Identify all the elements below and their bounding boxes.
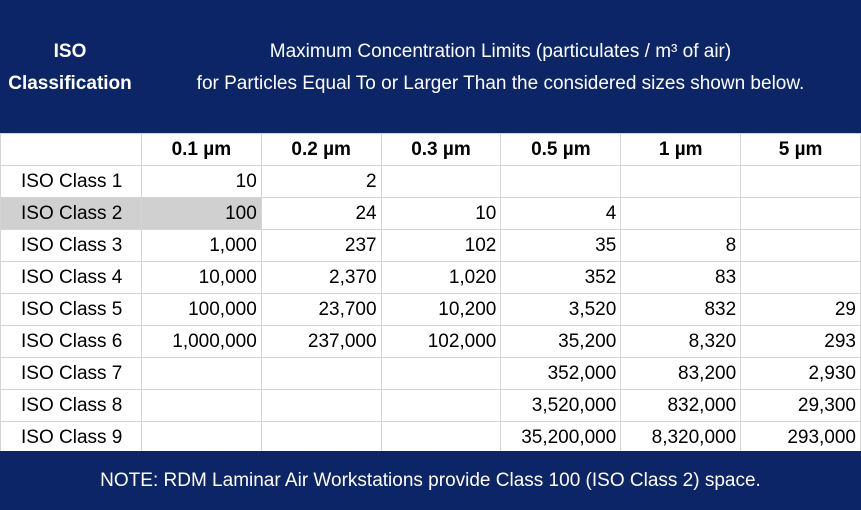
table-cell: 8 <box>620 229 742 262</box>
class-name-cell: ISO Class 8 <box>0 389 142 422</box>
table-row: ISO Class 6 1,000,000 237,000 102,000 35… <box>0 325 861 358</box>
table-cell: 23,700 <box>260 293 382 326</box>
table-cell <box>140 421 262 454</box>
class-name-cell: ISO Class 3 <box>0 229 142 262</box>
table-cell: 8,320 <box>620 325 742 358</box>
column-header: 0.3 µm <box>380 133 502 166</box>
table-cell: 10,200 <box>380 293 502 326</box>
table-cell: 35,200 <box>500 325 622 358</box>
class-name-cell: ISO Class 4 <box>0 261 142 294</box>
table-cell <box>740 165 861 198</box>
concentration-limits-heading: Maximum Concentration Limits (particulat… <box>140 36 861 100</box>
table-row: ISO Class 3 1,000 237 102 35 8 <box>0 229 861 262</box>
table-cell: 29 <box>740 293 861 326</box>
table-cell: 1,000 <box>140 229 262 262</box>
table-cell: 237 <box>260 229 382 262</box>
column-header-row: 0.1 µm 0.2 µm 0.3 µm 0.5 µm 1 µm 5 µm <box>0 133 861 166</box>
column-header: 5 µm <box>740 133 861 166</box>
table-cell: 102,000 <box>380 325 502 358</box>
table-cell: 2,370 <box>260 261 382 294</box>
table-cell: 24 <box>260 197 382 230</box>
table-cell <box>260 357 382 390</box>
table-row: ISO Class 9 35,200,000 8,320,000 293,000 <box>0 421 861 454</box>
column-header: 1 µm <box>620 133 742 166</box>
table-cell: 237,000 <box>260 325 382 358</box>
class-name-cell: ISO Class 7 <box>0 357 142 390</box>
table-cell: 35 <box>500 229 622 262</box>
class-name-cell: ISO Class 1 <box>0 165 142 198</box>
table-cell <box>740 229 861 262</box>
table-cell <box>380 389 502 422</box>
table-cell: 83 <box>620 261 742 294</box>
table-cell <box>620 165 742 198</box>
table-row: ISO Class 4 10,000 2,370 1,020 352 83 <box>0 261 861 294</box>
table-cell: 3,520 <box>500 293 622 326</box>
class-name-cell: ISO Class 9 <box>0 421 142 454</box>
table-row: ISO Class 8 3,520,000 832,000 29,300 <box>0 389 861 422</box>
table-cell: 8,320,000 <box>620 421 742 454</box>
table-cell: 293 <box>740 325 861 358</box>
table-cell <box>260 389 382 422</box>
iso-classification-table: 0.1 µm 0.2 µm 0.3 µm 0.5 µm 1 µm 5 µm IS… <box>0 133 861 454</box>
table-cell: 832,000 <box>620 389 742 422</box>
table-cell <box>140 389 262 422</box>
table-cell: 10,000 <box>140 261 262 294</box>
iso-heading-line2: Classification <box>8 73 132 94</box>
table-cell <box>380 421 502 454</box>
iso-classification-heading: ISO Classification <box>0 36 140 100</box>
table-cell: 4 <box>500 197 622 230</box>
class-name-cell: ISO Class 2 <box>0 197 142 230</box>
table-cell: 1,020 <box>380 261 502 294</box>
table-cell: 29,300 <box>740 389 861 422</box>
column-header: 0.2 µm <box>260 133 382 166</box>
column-header <box>0 133 142 166</box>
title-line1: Maximum Concentration Limits (particulat… <box>269 41 732 62</box>
table-cell <box>260 421 382 454</box>
footer-note-banner: NOTE: RDM Laminar Air Workstations provi… <box>0 451 861 510</box>
table-row: ISO Class 5 100,000 23,700 10,200 3,520 … <box>0 293 861 326</box>
table-cell <box>740 197 861 230</box>
table-row: ISO Class 1 10 2 <box>0 165 861 198</box>
table-cell: 832 <box>620 293 742 326</box>
table-cell: 100,000 <box>140 293 262 326</box>
table-header-banner: ISO Classification Maximum Concentration… <box>0 0 861 133</box>
table-row: ISO Class 7 352,000 83,200 2,930 <box>0 357 861 390</box>
title-line2: for Particles Equal To or Larger Than th… <box>196 73 805 94</box>
table-cell: 293,000 <box>740 421 861 454</box>
table-cell: 10 <box>140 165 262 198</box>
table-cell: 2 <box>260 165 382 198</box>
table-cell <box>740 261 861 294</box>
column-header: 0.1 µm <box>140 133 262 166</box>
table-cell <box>380 165 502 198</box>
table-cell <box>620 197 742 230</box>
table-cell: 352,000 <box>500 357 622 390</box>
table-cell: 1,000,000 <box>140 325 262 358</box>
class-name-cell: ISO Class 5 <box>0 293 142 326</box>
table-cell: 10 <box>380 197 502 230</box>
iso-heading-line1: ISO <box>53 41 87 62</box>
table-row: ISO Class 2 100 24 10 4 <box>0 197 861 230</box>
table-cell <box>380 357 502 390</box>
table-cell: 100 <box>140 197 262 230</box>
table-cell: 35,200,000 <box>500 421 622 454</box>
class-name-cell: ISO Class 6 <box>0 325 142 358</box>
table-cell: 3,520,000 <box>500 389 622 422</box>
footer-note: NOTE: RDM Laminar Air Workstations provi… <box>100 470 761 491</box>
table-cell <box>140 357 262 390</box>
table-cell: 352 <box>500 261 622 294</box>
column-header: 0.5 µm <box>500 133 622 166</box>
table-cell: 102 <box>380 229 502 262</box>
table-cell: 2,930 <box>740 357 861 390</box>
table-cell: 83,200 <box>620 357 742 390</box>
table-cell <box>500 165 622 198</box>
